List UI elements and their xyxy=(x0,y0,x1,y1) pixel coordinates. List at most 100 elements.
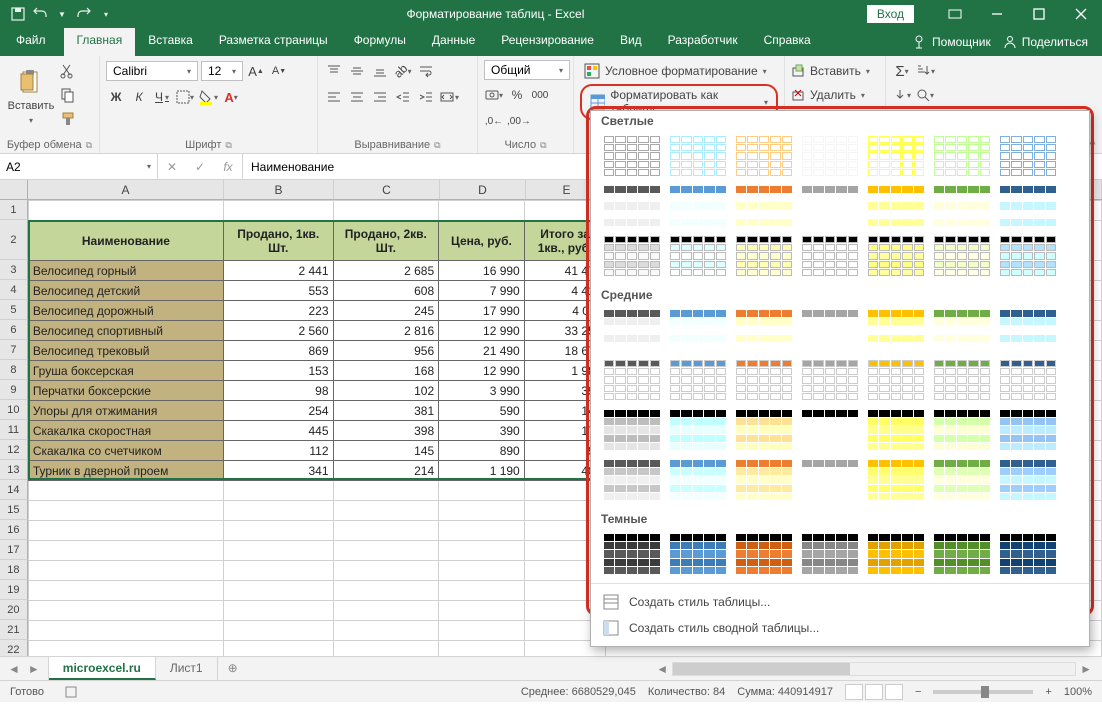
clipboard-launcher-icon[interactable]: ⧉ xyxy=(86,140,92,151)
zoom-in-icon[interactable]: + xyxy=(1045,686,1051,698)
table-cell[interactable]: 168 xyxy=(333,361,439,381)
tell-me-button[interactable]: Помощник xyxy=(913,35,991,49)
column-header[interactable]: B xyxy=(224,180,334,199)
select-all-corner[interactable] xyxy=(0,180,28,199)
table-cell[interactable]: Велосипед дорожный xyxy=(28,301,223,321)
zoom-slider[interactable] xyxy=(933,690,1033,694)
delete-cells-button[interactable]: Удалить▾ xyxy=(791,84,865,106)
table-style-thumb[interactable] xyxy=(667,457,729,503)
row-header[interactable]: 18 xyxy=(0,560,28,580)
table-style-thumb[interactable] xyxy=(799,357,861,403)
percent-icon[interactable]: % xyxy=(507,84,527,106)
table-cell[interactable]: 390 xyxy=(439,421,525,441)
increase-font-icon[interactable]: A▲ xyxy=(246,60,266,82)
underline-button[interactable]: Ч▾ xyxy=(152,86,172,108)
table-cell[interactable]: 1 190 xyxy=(439,461,525,481)
table-cell[interactable]: 254 xyxy=(223,401,333,421)
table-cell[interactable]: 12 990 xyxy=(439,321,525,341)
row-header[interactable]: 12 xyxy=(0,440,28,460)
table-style-thumb[interactable] xyxy=(601,133,663,179)
align-bottom-icon[interactable] xyxy=(370,60,390,82)
increase-decimal-icon[interactable]: ,0← xyxy=(484,110,504,132)
table-style-thumb[interactable] xyxy=(997,457,1059,503)
italic-button[interactable]: К xyxy=(129,86,149,108)
name-box[interactable]: A2▾ xyxy=(0,154,158,179)
table-cell[interactable]: 21 490 xyxy=(439,341,525,361)
table-style-thumb[interactable] xyxy=(931,531,993,577)
table-style-thumb[interactable] xyxy=(601,307,663,353)
new-table-style-button[interactable]: Создать стиль таблицы... xyxy=(591,589,1089,615)
table-cell[interactable]: 3 990 xyxy=(439,381,525,401)
cancel-formula-icon[interactable]: ✕ xyxy=(158,156,186,178)
zoom-level[interactable]: 100% xyxy=(1064,686,1092,698)
table-style-thumb[interactable] xyxy=(667,133,729,179)
table-style-thumb[interactable] xyxy=(997,133,1059,179)
table-cell[interactable]: Турник в дверной проем xyxy=(28,461,223,481)
table-style-thumb[interactable] xyxy=(799,307,861,353)
table-cell[interactable]: 98 xyxy=(223,381,333,401)
row-header[interactable]: 14 xyxy=(0,480,28,500)
table-style-thumb[interactable] xyxy=(733,457,795,503)
font-name-dropdown[interactable]: Calibri▾ xyxy=(106,61,198,81)
table-cell[interactable]: Скакалка скоростная xyxy=(28,421,223,441)
table-style-thumb[interactable] xyxy=(931,457,993,503)
table-style-thumb[interactable] xyxy=(997,233,1059,279)
table-cell[interactable]: 112 xyxy=(223,441,333,461)
view-normal-icon[interactable] xyxy=(845,684,863,700)
column-header[interactable]: D xyxy=(440,180,526,199)
enter-formula-icon[interactable]: ✓ xyxy=(186,156,214,178)
table-style-thumb[interactable] xyxy=(667,307,729,353)
table-cell[interactable]: Велосипед трековый xyxy=(28,341,223,361)
row-header[interactable]: 16 xyxy=(0,520,28,540)
table-cell[interactable]: 341 xyxy=(223,461,333,481)
tab-page-layout[interactable]: Разметка страницы xyxy=(206,28,341,56)
login-button[interactable]: Вход xyxy=(867,5,914,23)
table-style-thumb[interactable] xyxy=(865,531,927,577)
table-style-thumb[interactable] xyxy=(601,457,663,503)
table-cell[interactable]: 956 xyxy=(333,341,439,361)
row-header[interactable]: 10 xyxy=(0,400,28,420)
table-style-thumb[interactable] xyxy=(601,183,663,229)
table-cell[interactable]: 17 990 xyxy=(439,301,525,321)
table-style-thumb[interactable] xyxy=(733,133,795,179)
share-button[interactable]: Поделиться xyxy=(1003,35,1088,49)
minimize-icon[interactable] xyxy=(976,0,1018,28)
row-header[interactable]: 20 xyxy=(0,600,28,620)
table-header-cell[interactable]: Продано, 1кв. Шт. xyxy=(223,221,333,261)
table-header-cell[interactable]: Наименование xyxy=(28,221,223,261)
comma-icon[interactable]: 000 xyxy=(530,84,550,106)
table-cell[interactable]: 245 xyxy=(333,301,439,321)
status-record-macro-icon[interactable] xyxy=(64,685,78,699)
table-cell[interactable]: 16 990 xyxy=(439,261,525,281)
close-icon[interactable] xyxy=(1060,0,1102,28)
row-header[interactable]: 1 xyxy=(0,200,28,220)
undo-icon[interactable] xyxy=(32,6,48,22)
format-painter-icon[interactable] xyxy=(58,108,78,130)
table-header-cell[interactable]: Продано, 2кв. Шт. xyxy=(333,221,439,261)
row-header[interactable]: 22 xyxy=(0,640,28,656)
table-style-thumb[interactable] xyxy=(799,531,861,577)
table-cell[interactable]: 553 xyxy=(223,281,333,301)
row-header[interactable]: 3 xyxy=(0,260,28,280)
table-style-thumb[interactable] xyxy=(601,531,663,577)
table-cell[interactable]: Упоры для отжимания xyxy=(28,401,223,421)
merge-cells-icon[interactable]: ▾ xyxy=(439,86,459,108)
table-style-thumb[interactable] xyxy=(997,357,1059,403)
table-style-thumb[interactable] xyxy=(799,457,861,503)
sheet-nav-next-icon[interactable]: ► xyxy=(28,662,40,676)
view-page-layout-icon[interactable] xyxy=(865,684,883,700)
sort-filter-icon[interactable]: ▾ xyxy=(915,60,935,82)
orientation-icon[interactable]: ab▾ xyxy=(393,60,413,82)
row-header[interactable]: 21 xyxy=(0,620,28,640)
table-style-thumb[interactable] xyxy=(667,233,729,279)
decrease-decimal-icon[interactable]: ,00→ xyxy=(507,110,531,132)
borders-icon[interactable]: ▾ xyxy=(175,86,195,108)
font-color-icon[interactable]: A▾ xyxy=(221,86,241,108)
table-style-thumb[interactable] xyxy=(865,457,927,503)
sheet-nav[interactable]: ◄► xyxy=(0,657,49,680)
tab-file[interactable]: Файл xyxy=(6,28,64,56)
tab-formulas[interactable]: Формулы xyxy=(341,28,419,56)
align-right-icon[interactable] xyxy=(370,86,390,108)
number-format-dropdown[interactable]: Общий▾ xyxy=(484,60,570,80)
redo-icon[interactable] xyxy=(76,6,92,22)
